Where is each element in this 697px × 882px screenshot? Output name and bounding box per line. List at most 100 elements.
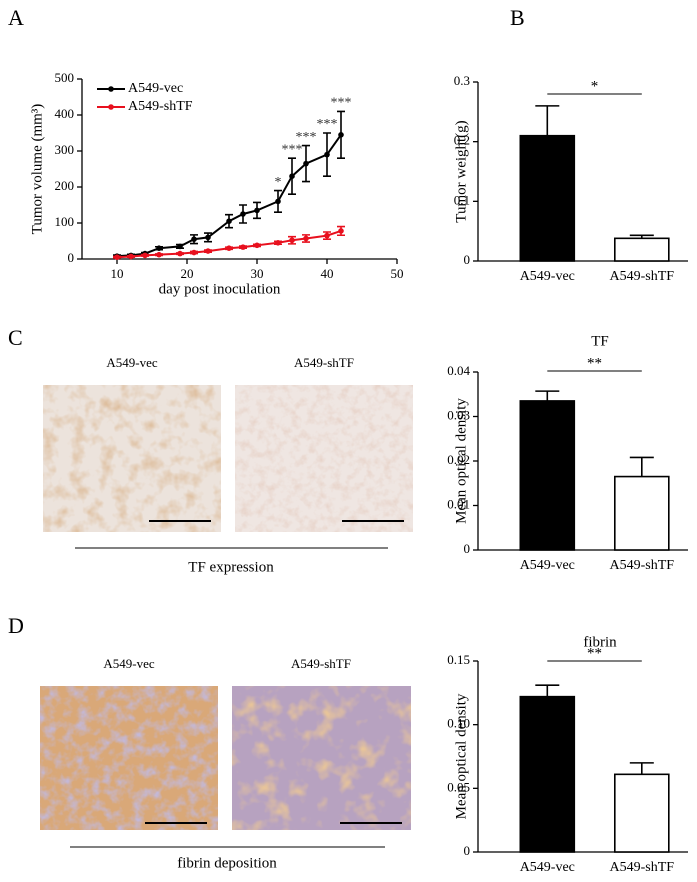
- y-tick-label: 200: [55, 178, 75, 193]
- panel-label: D: [8, 613, 24, 638]
- data-point: [240, 211, 246, 217]
- y-tick-label: 0.3: [454, 73, 470, 88]
- bar: [613, 475, 670, 551]
- x-tick-label: 40: [321, 266, 334, 281]
- data-point: [254, 207, 260, 214]
- data-point: [324, 151, 330, 158]
- y-tick-label: 0.1: [454, 192, 470, 207]
- annotation: ***: [296, 130, 317, 145]
- significance-label: *: [591, 78, 599, 94]
- y-tick-label: 0: [464, 541, 471, 556]
- y-tick-label: 0: [68, 250, 75, 265]
- micrograph: [235, 385, 413, 532]
- bar: [519, 695, 576, 853]
- data-point: [275, 198, 281, 205]
- data-point: [338, 132, 344, 138]
- error-bar: [535, 684, 560, 697]
- image-label: A549-vec: [103, 656, 154, 671]
- image-caption: TF expression: [188, 559, 274, 575]
- image-label: A549-vec: [106, 355, 157, 370]
- data-point: [303, 235, 309, 242]
- data-point: [226, 245, 232, 251]
- x-tick-label: A549-shTF: [610, 860, 675, 875]
- x-tick-label: A549-vec: [520, 269, 575, 284]
- panel-label: C: [8, 325, 23, 350]
- legend-label: A549-vec: [128, 81, 183, 96]
- image-label: A549-shTF: [291, 656, 351, 671]
- panel-label: B: [510, 5, 525, 30]
- x-tick-label: A549-vec: [520, 558, 575, 573]
- y-tick-label: 100: [55, 214, 75, 229]
- data-point: [156, 251, 162, 258]
- data-point: [324, 232, 330, 239]
- bar: [519, 134, 576, 262]
- y-tick-label: 400: [55, 106, 75, 121]
- y-tick-label: 0.03: [447, 407, 470, 422]
- y-tick-label: 0.01: [447, 496, 470, 511]
- y-tick-label: 500: [55, 70, 75, 85]
- micrograph: [232, 686, 411, 830]
- annotation: *: [275, 175, 282, 190]
- y-tick-label: 0.10: [447, 716, 470, 731]
- y-tick-label: 0.05: [447, 779, 470, 794]
- y-axis-label: Tumor volume (mm³): [29, 104, 45, 235]
- y-tick-label: 0: [464, 843, 471, 858]
- error-bar: [535, 390, 560, 401]
- error-bar: [629, 762, 654, 775]
- legend-swatch: [108, 104, 114, 110]
- error-bar: [535, 105, 560, 136]
- data-point: [289, 237, 295, 244]
- legend-swatch: [108, 86, 114, 92]
- image-caption: fibrin deposition: [177, 855, 277, 871]
- annotation: ***: [317, 117, 338, 132]
- bar: [613, 773, 670, 853]
- legend-label: A549-shTF: [128, 99, 193, 114]
- y-tick-label: 0.04: [447, 363, 470, 378]
- annotation: ***: [331, 96, 352, 111]
- x-tick-label: 50: [391, 266, 404, 281]
- x-tick-label: 30: [251, 266, 264, 281]
- data-point: [289, 173, 295, 179]
- y-tick-label: 0: [464, 252, 471, 267]
- image-label: A549-shTF: [294, 355, 354, 370]
- x-tick-label: 20: [181, 266, 194, 281]
- data-point: [275, 240, 281, 246]
- annotation: ***: [282, 142, 303, 157]
- significance-label: **: [587, 645, 602, 661]
- y-axis-label: Mean optical density: [453, 693, 469, 819]
- y-tick-label: 300: [55, 142, 75, 157]
- y-tick-label: 0.15: [447, 652, 470, 667]
- y-axis-label: Tumor weight(g): [453, 120, 469, 222]
- data-point: [338, 228, 344, 234]
- data-point: [240, 244, 246, 250]
- data-point: [254, 242, 260, 249]
- micrograph: [43, 385, 221, 532]
- data-point: [177, 250, 183, 257]
- x-tick-label: 10: [111, 266, 124, 281]
- data-point: [128, 253, 134, 260]
- data-point: [205, 248, 211, 254]
- data-point: [191, 249, 197, 256]
- y-tick-label: 0.2: [454, 133, 470, 148]
- data-point: [156, 245, 162, 251]
- x-tick-label: A549-shTF: [610, 269, 675, 284]
- y-tick-label: 0.02: [447, 452, 470, 467]
- chart-title: TF: [591, 333, 609, 349]
- data-point: [303, 160, 309, 167]
- bar: [519, 400, 576, 551]
- data-point: [226, 218, 232, 224]
- data-point: [205, 234, 211, 241]
- y-axis-label: Mean optical density: [453, 398, 469, 524]
- data-point: [142, 252, 148, 259]
- data-point: [177, 243, 183, 250]
- micrograph: [40, 686, 218, 830]
- error-bar: [629, 456, 654, 477]
- x-tick-label: A549-shTF: [610, 558, 675, 573]
- data-point: [191, 236, 197, 242]
- chart-title: fibrin: [583, 634, 617, 650]
- significance-label: **: [587, 355, 602, 371]
- bar: [613, 237, 670, 262]
- data-point: [114, 254, 120, 260]
- panel-label: A: [8, 5, 24, 30]
